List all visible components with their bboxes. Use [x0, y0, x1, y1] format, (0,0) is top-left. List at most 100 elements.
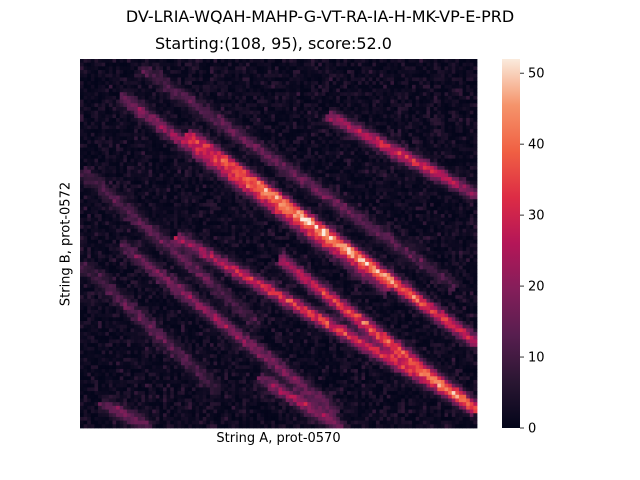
heatmap-cell	[325, 77, 330, 82]
heatmap-cell	[307, 166, 312, 171]
heatmap-cell	[444, 103, 449, 108]
heatmap-cell	[80, 217, 85, 222]
heatmap-cell	[289, 99, 294, 104]
heatmap-cell	[278, 217, 283, 222]
heatmap-cell	[379, 92, 384, 97]
heatmap-cell	[314, 59, 319, 64]
heatmap-cell	[116, 166, 121, 171]
heatmap-cell	[339, 110, 344, 115]
heatmap-cell	[350, 195, 355, 200]
heatmap-cell	[177, 184, 182, 189]
heatmap-cell	[253, 147, 258, 152]
heatmap-cell	[415, 154, 420, 160]
heatmap-cell	[375, 121, 380, 126]
heatmap-cell	[101, 169, 106, 174]
heatmap-cell	[444, 118, 449, 123]
heatmap-cell	[134, 81, 139, 86]
heatmap-cell	[191, 92, 196, 97]
heatmap-cell	[137, 169, 142, 174]
heatmap-cell	[166, 121, 171, 126]
heatmap-cell	[253, 158, 258, 163]
heatmap-cell	[469, 110, 474, 115]
heatmap-cell	[242, 129, 247, 134]
heatmap-cell	[278, 162, 283, 167]
heatmap-cell	[87, 103, 92, 108]
heatmap-cell	[101, 73, 106, 78]
heatmap-cell	[116, 110, 121, 115]
heatmap-cell	[206, 217, 211, 222]
heatmap-cell	[152, 73, 157, 78]
heatmap-cell	[119, 143, 124, 148]
heatmap-cell	[375, 66, 380, 71]
heatmap-cell	[303, 221, 308, 226]
heatmap-cell	[206, 173, 211, 178]
heatmap-cell	[144, 213, 149, 219]
heatmap-cell	[87, 221, 92, 226]
heatmap-cell	[473, 140, 478, 145]
heatmap-cell	[285, 88, 290, 93]
heatmap-cell	[332, 125, 337, 130]
heatmap-cell	[83, 202, 88, 207]
heatmap-cell	[253, 121, 258, 126]
heatmap-cell	[444, 169, 449, 174]
heatmap-cell	[379, 118, 384, 123]
heatmap-cell	[289, 136, 294, 141]
heatmap-cell	[433, 99, 438, 104]
heatmap-cell	[303, 195, 308, 200]
heatmap-cell	[433, 213, 438, 219]
heatmap-cell	[148, 62, 153, 67]
heatmap-cell	[292, 191, 297, 196]
heatmap-cell	[170, 77, 175, 82]
heatmap-cell	[397, 121, 402, 126]
heatmap-cell	[170, 191, 175, 196]
heatmap-cell	[141, 180, 146, 185]
heatmap-cell	[390, 154, 395, 160]
heatmap-cell	[300, 84, 305, 89]
heatmap-cell	[112, 118, 117, 123]
heatmap-cell	[137, 154, 142, 160]
heatmap-cell	[227, 162, 232, 167]
heatmap-cell	[473, 84, 478, 89]
heatmap-cell	[314, 81, 319, 86]
heatmap-cell	[271, 199, 276, 204]
heatmap-cell	[213, 95, 218, 100]
heatmap-cell	[383, 88, 388, 93]
heatmap-cell	[271, 121, 276, 126]
heatmap-cell	[448, 191, 453, 196]
heatmap-cell	[137, 206, 142, 211]
heatmap-cell	[271, 202, 276, 207]
heatmap-cell	[83, 84, 88, 89]
heatmap-cell	[227, 77, 232, 82]
heatmap-cell	[209, 202, 214, 207]
heatmap-cell	[419, 70, 424, 75]
heatmap-cell	[412, 151, 417, 156]
heatmap-cell	[401, 106, 406, 112]
heatmap-cell	[126, 62, 131, 67]
heatmap-cell	[282, 166, 287, 171]
heatmap-cell	[354, 73, 359, 78]
heatmap-cell	[393, 151, 398, 156]
heatmap-cell	[253, 169, 258, 174]
heatmap-cell	[130, 221, 135, 226]
heatmap-cell	[209, 177, 214, 182]
heatmap-cell	[116, 62, 121, 67]
heatmap-cell	[224, 202, 229, 207]
heatmap-cell	[105, 225, 110, 230]
heatmap-cell	[112, 210, 117, 215]
heatmap-cell	[213, 129, 218, 134]
heatmap-cell	[437, 199, 442, 204]
heatmap-cell	[177, 217, 182, 222]
heatmap-cell	[249, 140, 254, 145]
heatmap-cell	[390, 70, 395, 75]
heatmap-cell	[314, 166, 319, 171]
heatmap-cell	[278, 136, 283, 141]
heatmap-cell	[458, 95, 463, 100]
heatmap-cell	[282, 70, 287, 75]
heatmap-cell	[426, 103, 431, 108]
heatmap-cell	[361, 184, 366, 189]
heatmap-cell	[303, 210, 308, 215]
heatmap-cell	[112, 136, 117, 141]
heatmap-cell	[260, 213, 265, 219]
heatmap-cell	[386, 180, 391, 185]
heatmap-cell	[231, 173, 236, 178]
